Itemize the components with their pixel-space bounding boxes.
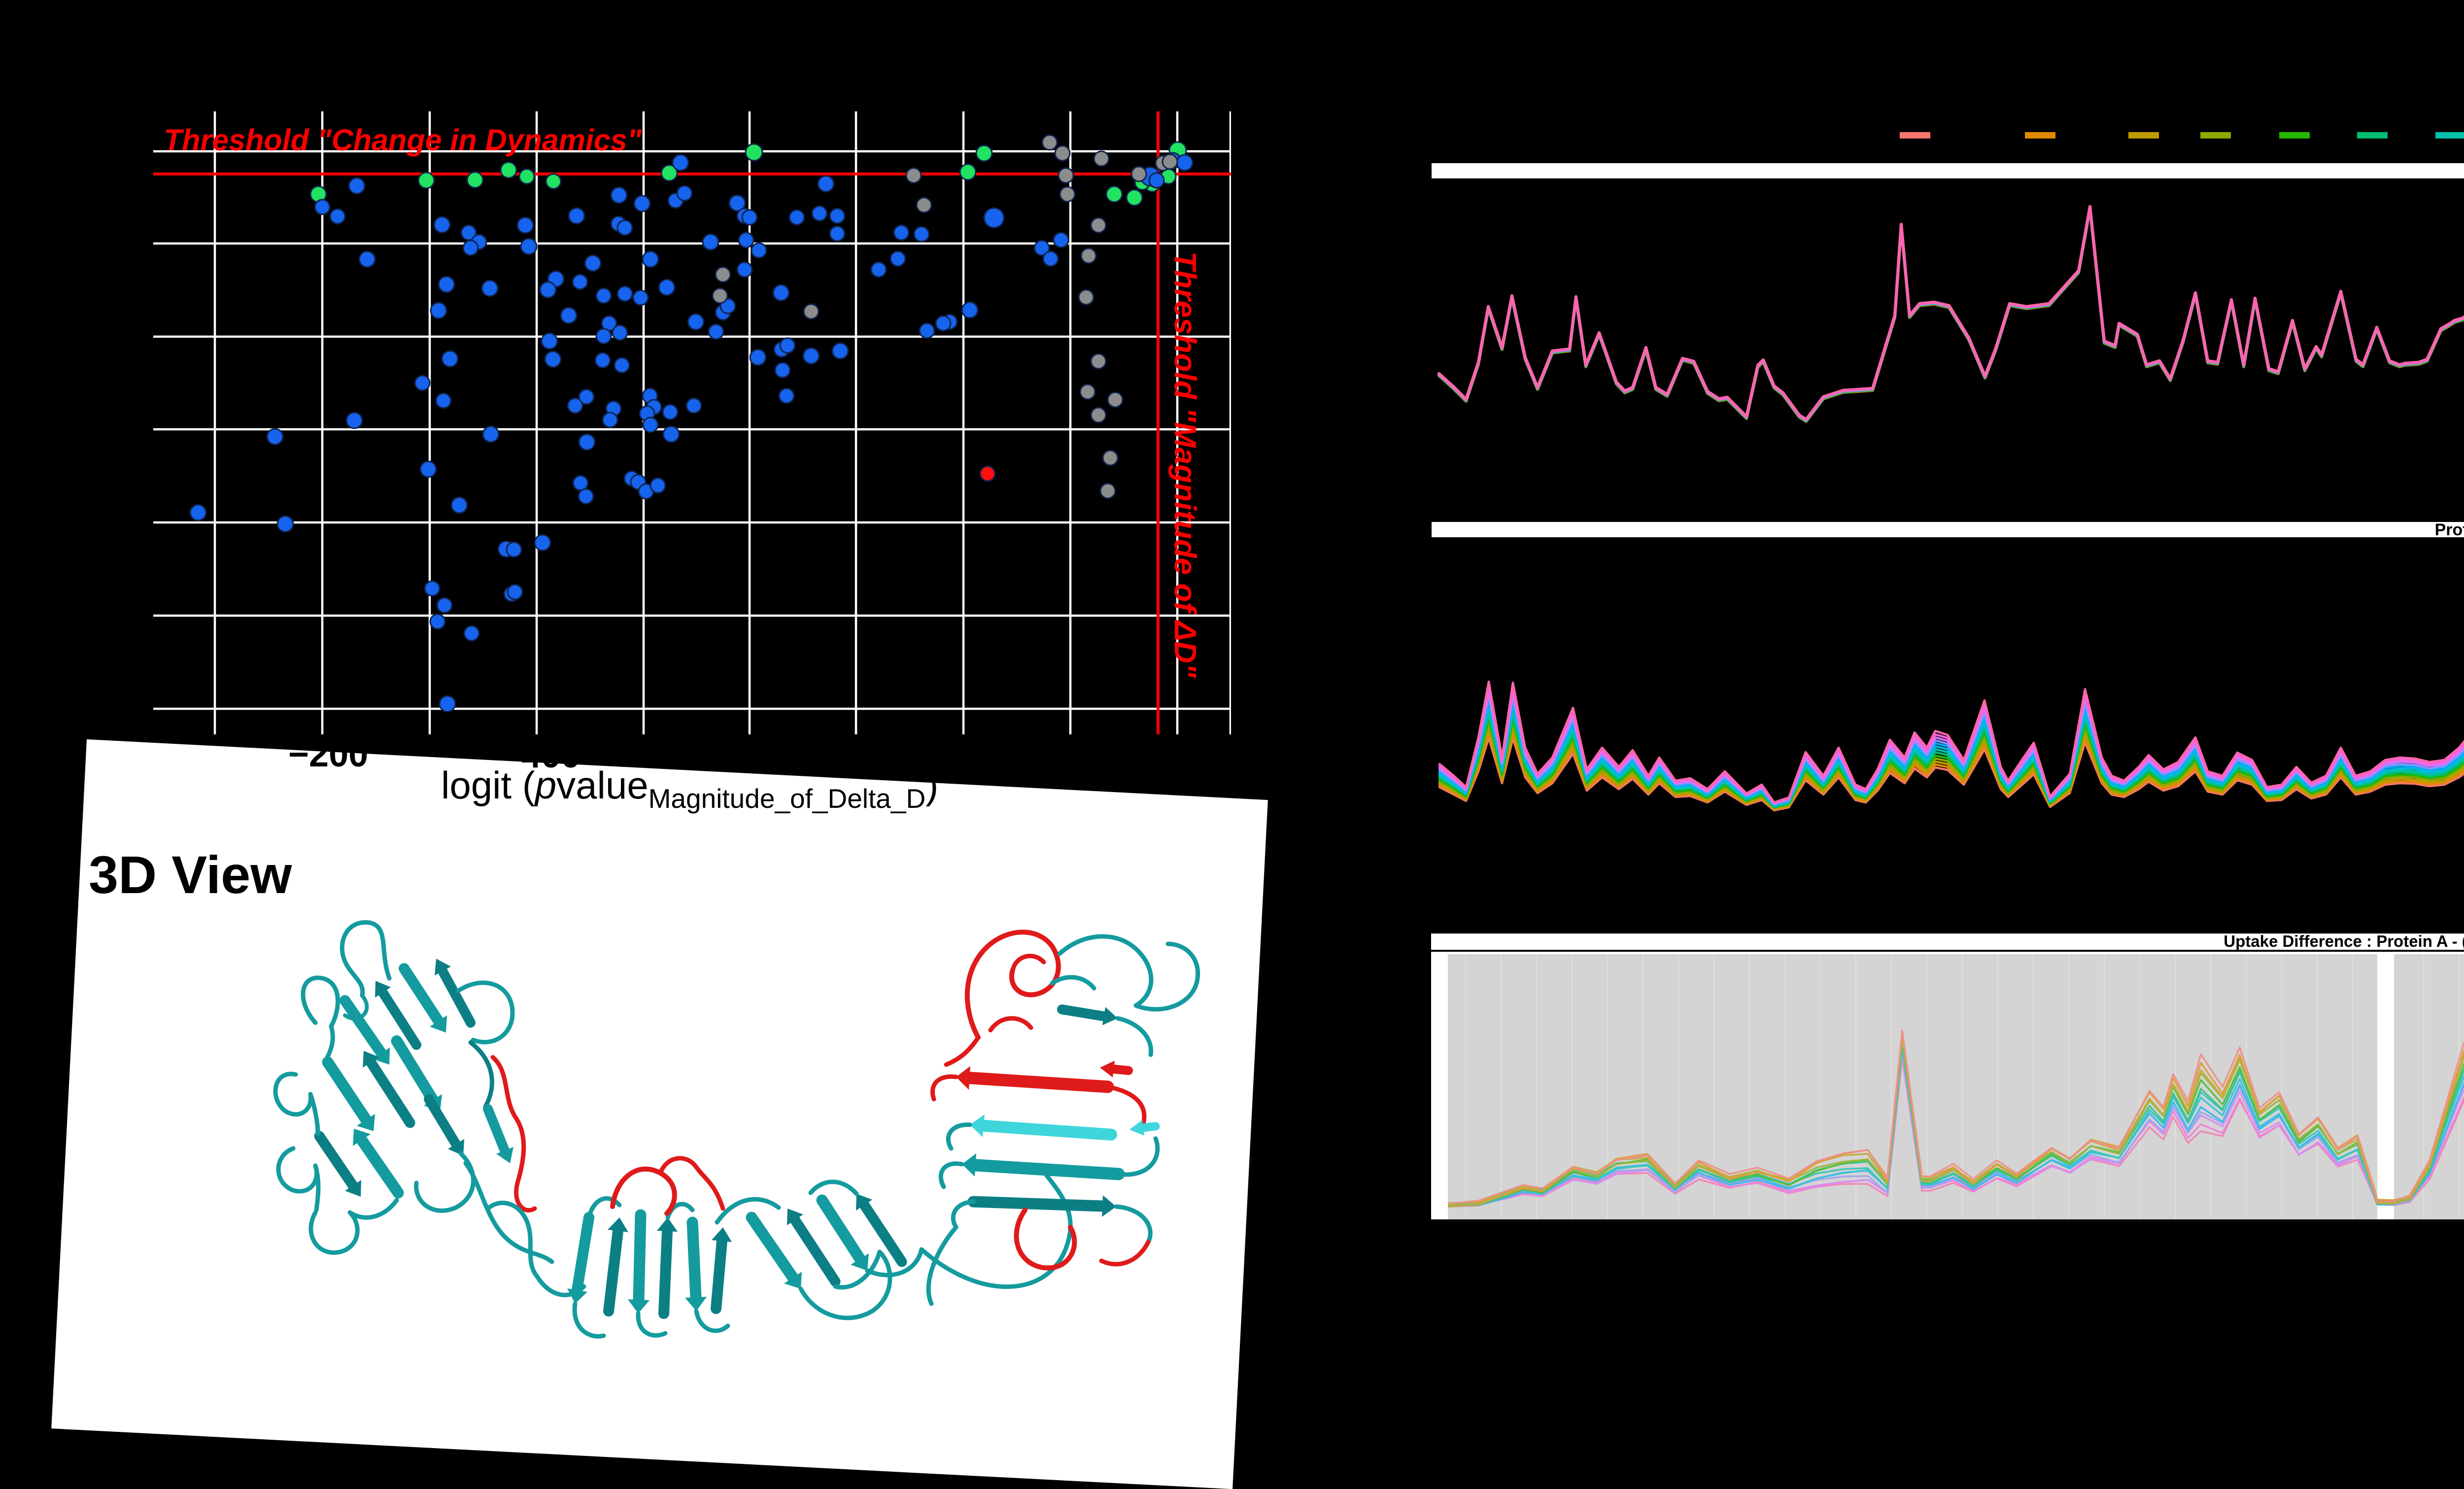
- svg-text:Protein A + Ligand: Protein A + Ligand: [2435, 520, 2464, 539]
- svg-text:Threshold "Change in Dynamics": Threshold "Change in Dynamics": [164, 123, 642, 157]
- svg-text:Uptake Difference : Protein A: Uptake Difference : Protein A - (Protein…: [2224, 932, 2464, 950]
- svg-text:Threshold "Magnitude of ΔD": Threshold "Magnitude of ΔD": [1168, 251, 1202, 679]
